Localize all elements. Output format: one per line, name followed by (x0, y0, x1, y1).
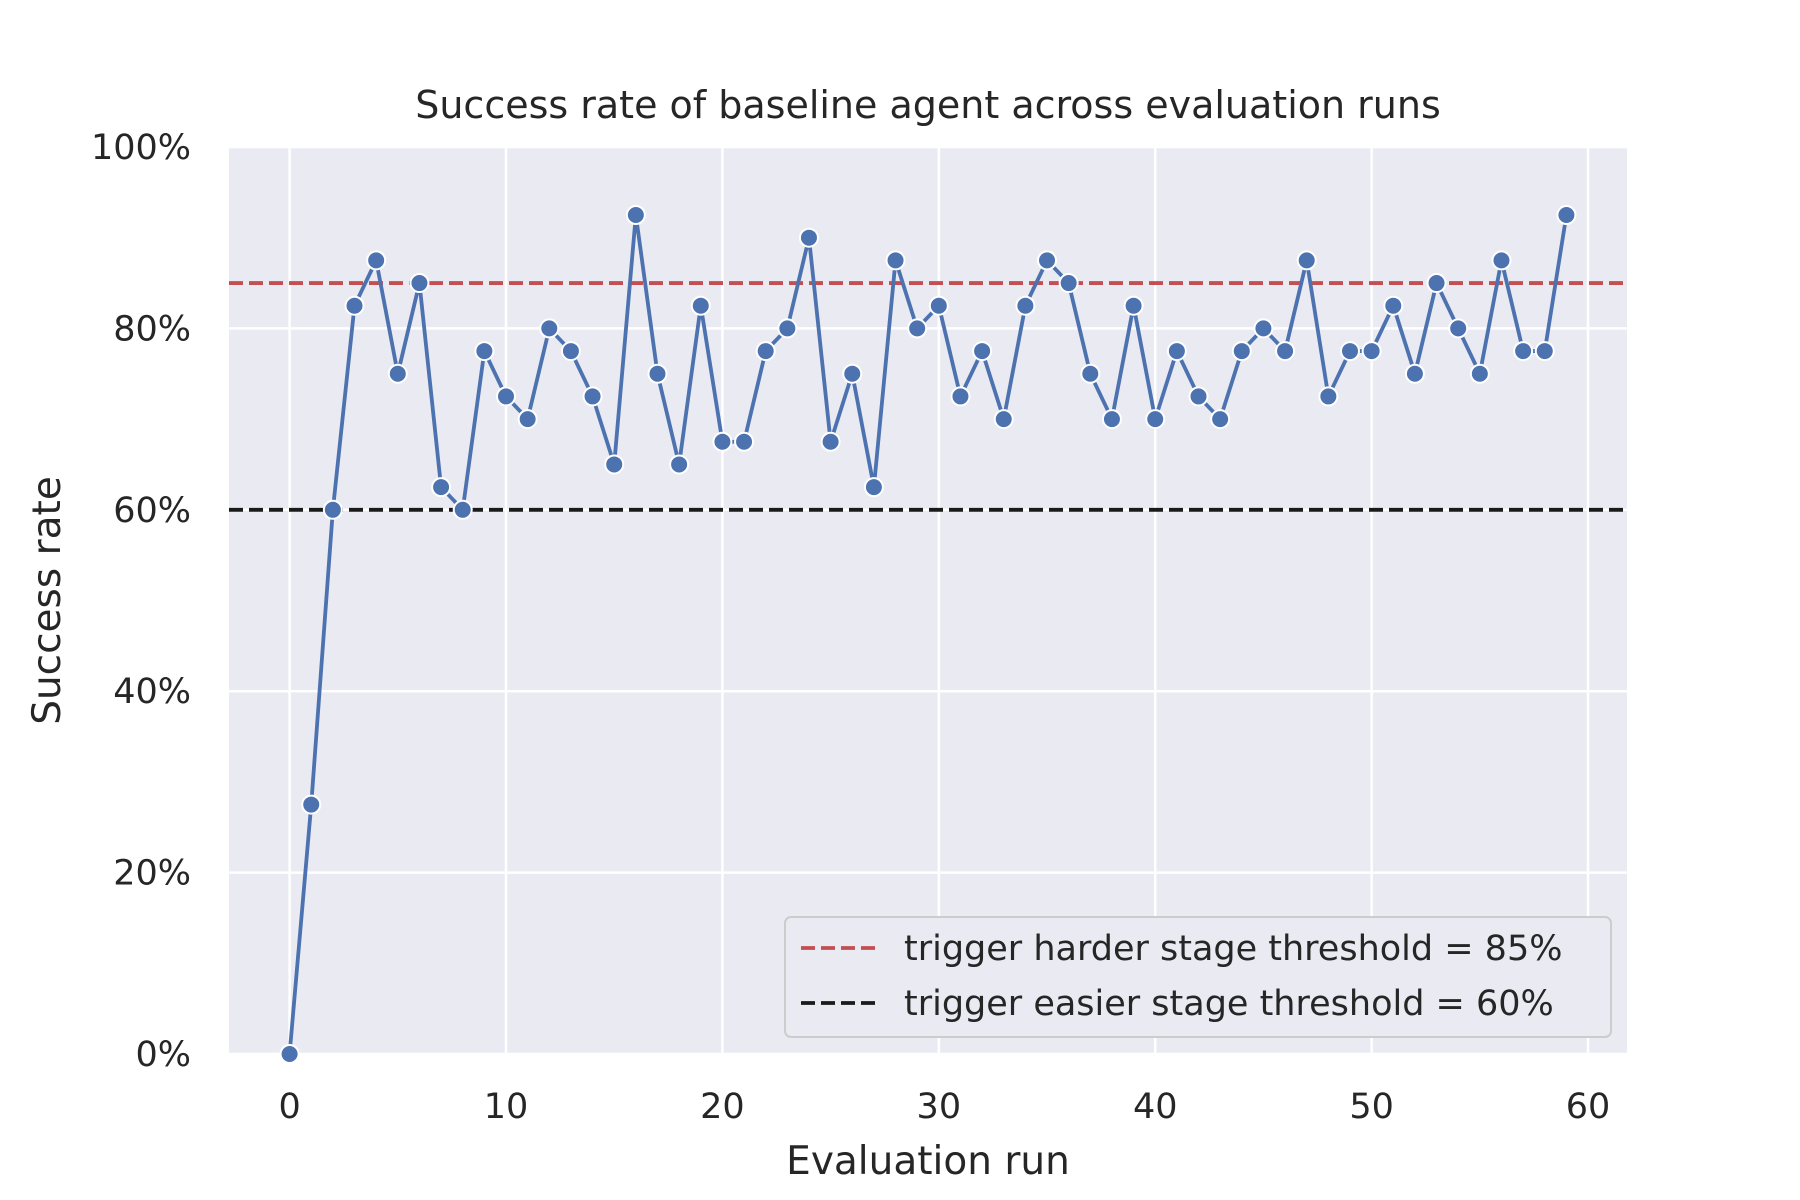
x-tick-label: 50 (1349, 1087, 1394, 1127)
data-point (1145, 409, 1166, 430)
x-tick-label: 60 (1566, 1087, 1611, 1127)
data-point (474, 341, 495, 362)
y-tick-label: 100% (91, 128, 191, 168)
data-point (1491, 250, 1512, 271)
data-point (777, 318, 798, 339)
data-point (842, 363, 863, 384)
x-tick-label: 20 (700, 1087, 745, 1127)
y-tick-label: 40% (113, 672, 191, 712)
data-point (604, 454, 625, 475)
x-axis-title: Evaluation run (786, 1139, 1070, 1184)
data-point (431, 477, 452, 498)
x-tick-label: 30 (917, 1087, 962, 1127)
y-tick-label: 80% (113, 309, 191, 349)
data-point (1513, 341, 1534, 362)
data-point (1015, 295, 1036, 316)
data-point (1361, 341, 1382, 362)
y-tick-label: 20% (113, 854, 191, 894)
data-point (301, 794, 322, 815)
data-point (1448, 318, 1469, 339)
data-point (863, 477, 884, 498)
data-point (322, 499, 343, 520)
data-point (1037, 250, 1058, 271)
data-point (344, 295, 365, 316)
data-point (928, 295, 949, 316)
legend-easier-threshold-label: trigger easier stage threshold = 60% (904, 984, 1554, 1024)
data-point (1404, 363, 1425, 384)
data-point (625, 205, 646, 226)
x-tick-label: 0 (278, 1087, 300, 1127)
data-point (972, 341, 993, 362)
data-point (517, 409, 538, 430)
data-point (1058, 273, 1079, 294)
data-point (1231, 341, 1252, 362)
data-point (1101, 409, 1122, 430)
x-tick-label: 10 (484, 1087, 529, 1127)
data-point (1253, 318, 1274, 339)
legend: trigger harder stage threshold = 85% tri… (784, 916, 1612, 1038)
data-point (1275, 341, 1296, 362)
y-tick-label: 60% (113, 491, 191, 531)
data-point (366, 250, 387, 271)
data-point (1469, 363, 1490, 384)
data-point (560, 341, 581, 362)
data-point (820, 431, 841, 452)
data-point (1426, 273, 1447, 294)
data-point (582, 386, 603, 407)
data-point (993, 409, 1014, 430)
data-point (1339, 341, 1360, 362)
data-point (690, 295, 711, 316)
data-point (1188, 386, 1209, 407)
data-point (1210, 409, 1231, 430)
data-point (496, 386, 517, 407)
data-point (798, 227, 819, 248)
data-point (755, 341, 776, 362)
legend-harder-threshold-label: trigger harder stage threshold = 85% (904, 929, 1562, 969)
chart-title: Success rate of baseline agent across ev… (415, 83, 1441, 127)
data-point (1166, 341, 1187, 362)
data-point (885, 250, 906, 271)
data-point (1080, 363, 1101, 384)
data-point (1123, 295, 1144, 316)
data-point (734, 431, 755, 452)
y-tick-labels: 0% 20% 40% 60% 80% 100% (91, 128, 191, 1075)
data-point (950, 386, 971, 407)
data-point (1383, 295, 1404, 316)
data-point (452, 499, 473, 520)
data-point (539, 318, 560, 339)
x-tick-labels: 0 10 20 30 40 50 60 (278, 1087, 1610, 1127)
data-point (1296, 250, 1317, 271)
y-tick-label: 0% (135, 1035, 191, 1075)
series-layer (279, 205, 1577, 1064)
data-point (409, 273, 430, 294)
data-point (1318, 386, 1339, 407)
data-point (712, 431, 733, 452)
data-point (669, 454, 690, 475)
data-point (387, 363, 408, 384)
data-point (1534, 341, 1555, 362)
legend-box (784, 916, 1612, 1038)
data-point (907, 318, 928, 339)
y-axis-title: Success rate (25, 476, 70, 725)
data-point (1556, 205, 1577, 226)
x-tick-label: 40 (1133, 1087, 1178, 1127)
data-point (647, 363, 668, 384)
data-point (279, 1044, 300, 1064)
